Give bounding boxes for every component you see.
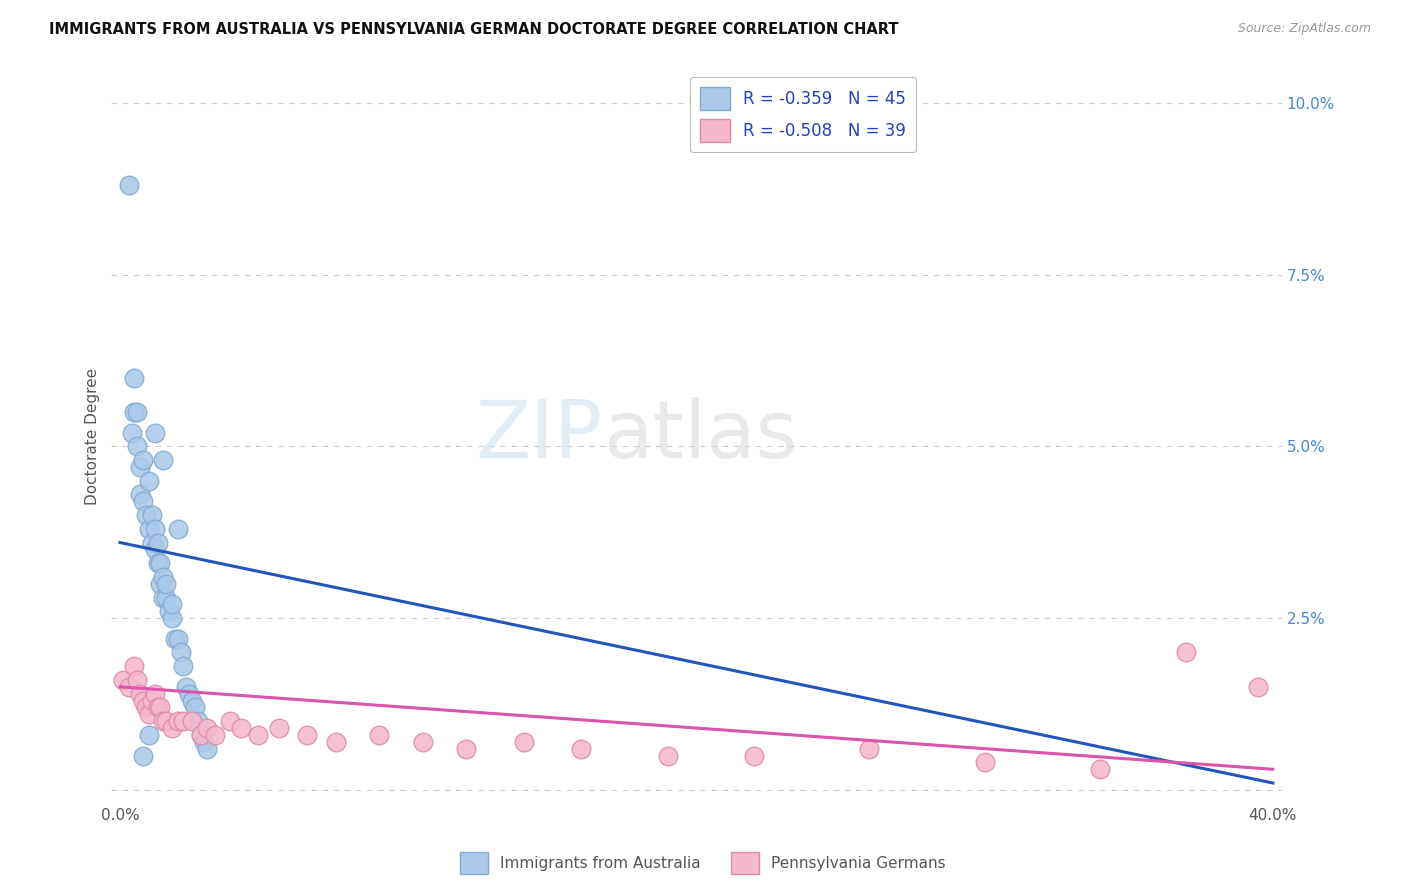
Point [325, 735, 347, 749]
Point [160, 611, 183, 625]
Point [124, 659, 146, 673]
Point [132, 494, 155, 508]
Text: IMMIGRANTS FROM AUSTRALIA VS PENNSYLVANIA GERMAN DOCTORATE DEGREE CORRELATION CH: IMMIGRANTS FROM AUSTRALIA VS PENNSYLVANI… [49, 22, 898, 37]
Text: atlas: atlas [603, 397, 797, 475]
Legend: R = -0.359   N = 45, R = -0.508   N = 39: R = -0.359 N = 45, R = -0.508 N = 39 [690, 77, 917, 153]
Point [1088, 762, 1111, 776]
Point [138, 728, 160, 742]
Legend: Immigrants from Australia, Pennsylvania Germans: Immigrants from Australia, Pennsylvania … [454, 846, 952, 880]
Point [160, 721, 183, 735]
Point [166, 632, 188, 646]
Point [657, 748, 679, 763]
Point [155, 591, 177, 605]
Point [184, 700, 207, 714]
Point [135, 508, 157, 522]
Text: ZIP: ZIP [475, 397, 603, 475]
Text: Source: ZipAtlas.com: Source: ZipAtlas.com [1237, 22, 1371, 36]
Point [141, 535, 163, 549]
Point [1175, 645, 1198, 659]
Point [129, 460, 152, 475]
Point [146, 535, 169, 549]
Point [195, 741, 218, 756]
Point [1247, 680, 1270, 694]
Point [152, 453, 174, 467]
Point [368, 728, 391, 742]
Point [181, 714, 204, 728]
Point [176, 680, 198, 694]
Point [143, 687, 166, 701]
Point [190, 728, 212, 742]
Point [187, 714, 209, 728]
Point [135, 700, 157, 714]
Point [121, 425, 143, 440]
Point [149, 576, 172, 591]
Point [569, 741, 592, 756]
Point [157, 604, 180, 618]
Point [172, 714, 194, 728]
Point [124, 370, 146, 384]
Point [247, 728, 270, 742]
Point [146, 556, 169, 570]
Y-axis label: Doctorate Degree: Doctorate Degree [86, 368, 100, 505]
Point [155, 576, 177, 591]
Point [181, 693, 204, 707]
Point [172, 659, 194, 673]
Point [118, 178, 141, 193]
Point [143, 425, 166, 440]
Point [193, 735, 215, 749]
Point [297, 728, 319, 742]
Point [166, 522, 188, 536]
Point [412, 735, 434, 749]
Point [152, 570, 174, 584]
Point [267, 721, 290, 735]
Point [138, 707, 160, 722]
Point [118, 680, 141, 694]
Point [973, 756, 995, 770]
Point [152, 714, 174, 728]
Point [129, 487, 152, 501]
Point [149, 700, 172, 714]
Point [195, 721, 218, 735]
Point [124, 405, 146, 419]
Point [155, 714, 177, 728]
Point [166, 714, 188, 728]
Point [143, 522, 166, 536]
Point [229, 721, 252, 735]
Point [132, 453, 155, 467]
Point [163, 632, 186, 646]
Point [512, 735, 534, 749]
Point [858, 741, 880, 756]
Point [218, 714, 240, 728]
Point [204, 728, 226, 742]
Point [152, 591, 174, 605]
Point [138, 474, 160, 488]
Point [149, 556, 172, 570]
Point [132, 748, 155, 763]
Point [141, 508, 163, 522]
Point [146, 700, 169, 714]
Point [132, 693, 155, 707]
Point [129, 687, 152, 701]
Point [179, 687, 201, 701]
Point [127, 673, 149, 687]
Point [454, 741, 477, 756]
Point [138, 522, 160, 536]
Point [127, 439, 149, 453]
Point [111, 673, 134, 687]
Point [141, 693, 163, 707]
Point [190, 728, 212, 742]
Point [160, 598, 183, 612]
Point [143, 542, 166, 557]
Point [169, 645, 191, 659]
Point [742, 748, 765, 763]
Point [127, 405, 149, 419]
